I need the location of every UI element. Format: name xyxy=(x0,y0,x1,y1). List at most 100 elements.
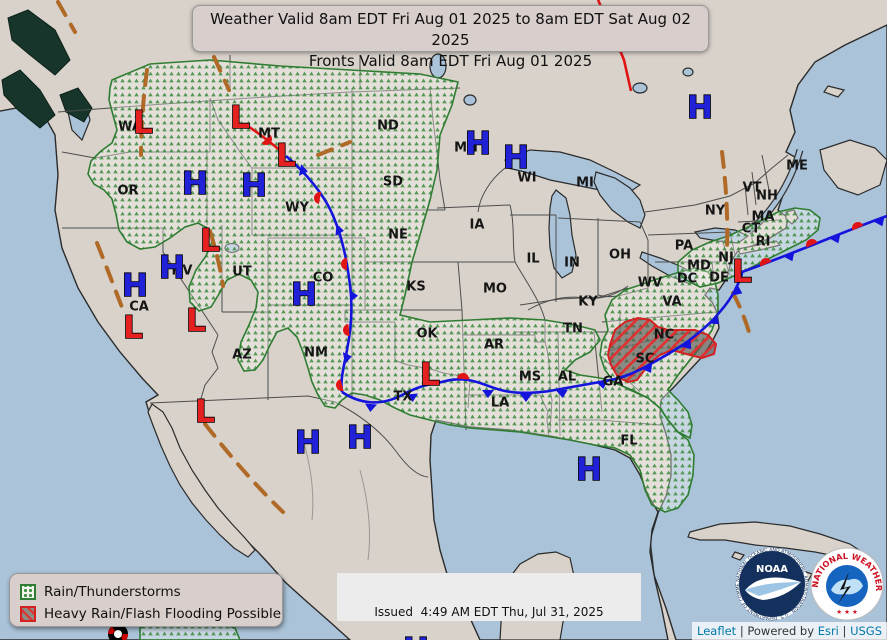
noaa-logo-text: NOAA xyxy=(756,564,788,575)
state-label-il: IL xyxy=(526,252,539,267)
low-pressure-marker: L xyxy=(420,357,440,393)
high-pressure-marker: H xyxy=(687,90,713,126)
state-label-ca: CA xyxy=(129,300,149,315)
front-pips xyxy=(261,134,885,412)
rain-hatch-icon xyxy=(20,584,36,600)
state-label-sd: SD xyxy=(383,175,403,190)
attrib-sep2: | xyxy=(838,624,851,638)
state-label-nm: NM xyxy=(304,346,328,361)
warm-front-mt xyxy=(243,122,283,153)
low-pressure-marker: L xyxy=(276,138,296,174)
issued-time: Issued 4:49 AM EDT Thu, Jul 31, 2025 xyxy=(374,605,604,619)
state-label-az: AZ xyxy=(232,348,252,363)
map-legend: Rain/Thunderstorms Heavy Rain/Flash Floo… xyxy=(9,573,283,627)
state-label-ri: RI xyxy=(756,235,771,250)
state-label-ga: GA xyxy=(603,375,624,390)
low-pressure-marker: L xyxy=(195,394,215,430)
state-label-ks: KS xyxy=(406,280,425,295)
attrib-sep1: | Powered by xyxy=(736,624,818,638)
state-label-ia: IA xyxy=(470,218,485,233)
legend-item-rain: Rain/Thunderstorms xyxy=(20,582,282,602)
state-label-mt: MT xyxy=(258,127,280,142)
nws-stars: ★ ★ ★ xyxy=(836,608,858,616)
valid-time-banner: Weather Valid 8am EDT Fri Aug 01 2025 to… xyxy=(192,5,709,70)
state-label-ar: AR xyxy=(484,338,504,353)
flood-hatch-icon xyxy=(20,606,36,622)
state-label-mo: MO xyxy=(483,282,507,297)
state-label-wa: WA xyxy=(118,120,142,135)
state-label-al: AL xyxy=(558,370,576,385)
state-label-in: IN xyxy=(564,256,580,271)
state-label-wv: WV xyxy=(638,276,662,291)
low-pressure-marker: L xyxy=(200,223,220,259)
high-pressure-marker: H xyxy=(182,166,208,202)
issuance-info-box: Issued 4:49 AM EDT Thu, Jul 31, 2025 DOC… xyxy=(337,573,641,621)
high-pressure-marker: H xyxy=(465,126,491,162)
state-label-va: VA xyxy=(662,295,681,310)
esri-link[interactable]: Esri xyxy=(817,624,839,638)
agency-logos: NATIONAL OCEANIC AND ATMOSPHERIC ADMINIS… xyxy=(725,546,884,621)
state-label-wi: WI xyxy=(517,171,536,186)
high-pressure-marker: H xyxy=(159,250,185,286)
state-label-md: MD xyxy=(687,259,711,274)
usgs-link[interactable]: USGS xyxy=(850,624,882,638)
trough-lines xyxy=(56,0,751,514)
state-label-nd: ND xyxy=(377,119,399,134)
legend-label-flood: Heavy Rain/Flash Flooding Possible xyxy=(44,606,282,622)
state-label-mn: MN xyxy=(454,141,478,156)
high-pressure-marker: H xyxy=(347,420,373,456)
legend-item-flood: Heavy Rain/Flash Flooding Possible xyxy=(20,604,282,624)
state-label-wy: WY xyxy=(285,201,309,216)
high-pressure-marker: H xyxy=(576,452,602,488)
state-label-ne: NE xyxy=(388,228,408,243)
state-label-nh: NH xyxy=(756,189,778,204)
state-label-or: OR xyxy=(117,184,138,199)
flash-flood-region xyxy=(606,316,718,384)
cold-front-south xyxy=(341,271,744,404)
state-label-nc: NC xyxy=(654,328,674,343)
legend-label-rain: Rain/Thunderstorms xyxy=(44,584,181,600)
tropical-cyclone-icon xyxy=(108,624,128,640)
state-label-tx: TX xyxy=(394,390,413,405)
noaa-logo: NATIONAL OCEANIC AND ATMOSPHERIC ADMINIS… xyxy=(725,546,809,621)
high-pressure-marker: H xyxy=(295,425,321,461)
state-label-sc: SC xyxy=(636,352,655,367)
high-pressure-marker: H xyxy=(403,632,429,640)
state-label-fl: FL xyxy=(620,434,637,449)
state-label-oh: OH xyxy=(609,248,631,263)
state-label-dc: DC xyxy=(677,272,697,287)
state-label-ok: OK xyxy=(416,327,438,342)
pressure-centers-layer: HHHHHHHHHHHHLLLLLLLLL xyxy=(121,89,752,640)
state-label-ky: KY xyxy=(578,295,598,310)
map-attribution: Leaflet | Powered by Esri | USGS xyxy=(692,622,887,640)
state-label-ny: NY xyxy=(705,204,726,219)
state-label-nv: NV xyxy=(172,264,193,279)
low-pressure-marker: L xyxy=(123,310,143,346)
state-label-pa: PA xyxy=(675,239,693,254)
weather-valid-line: Weather Valid 8am EDT Fri Aug 01 2025 to… xyxy=(210,10,691,49)
state-label-me: ME xyxy=(786,159,808,174)
low-pressure-marker: L xyxy=(186,303,206,339)
state-label-mi: MI xyxy=(576,176,594,191)
state-label-nj: NJ xyxy=(718,251,734,266)
state-label-ut: UT xyxy=(232,265,252,280)
state-label-ct: CT xyxy=(742,222,761,237)
state-labels-layer: WA OR CA NV UT MT WY CO AZ NM ND SD NE KS OK TX MN IA MO AR… xyxy=(117,119,807,449)
high-pressure-marker: H xyxy=(122,268,148,304)
fronts-valid-line: Fronts Valid 8am EDT Fri Aug 01 2025 xyxy=(308,52,593,70)
state-label-co: CO xyxy=(313,271,334,286)
low-pressure-marker: L xyxy=(133,105,153,141)
low-pressure-marker: L xyxy=(732,254,752,290)
high-pressure-marker: H xyxy=(503,140,529,176)
state-label-vt: VT xyxy=(743,181,762,196)
state-label-tn: TN xyxy=(563,322,583,337)
high-pressure-marker: H xyxy=(291,277,317,313)
state-label-de: DE xyxy=(709,271,729,286)
low-pressure-marker: L xyxy=(230,100,250,136)
state-label-la: LA xyxy=(491,396,509,411)
high-pressure-marker: H xyxy=(241,168,267,204)
leaflet-link[interactable]: Leaflet xyxy=(697,624,737,638)
state-label-ma: MA xyxy=(752,210,775,225)
